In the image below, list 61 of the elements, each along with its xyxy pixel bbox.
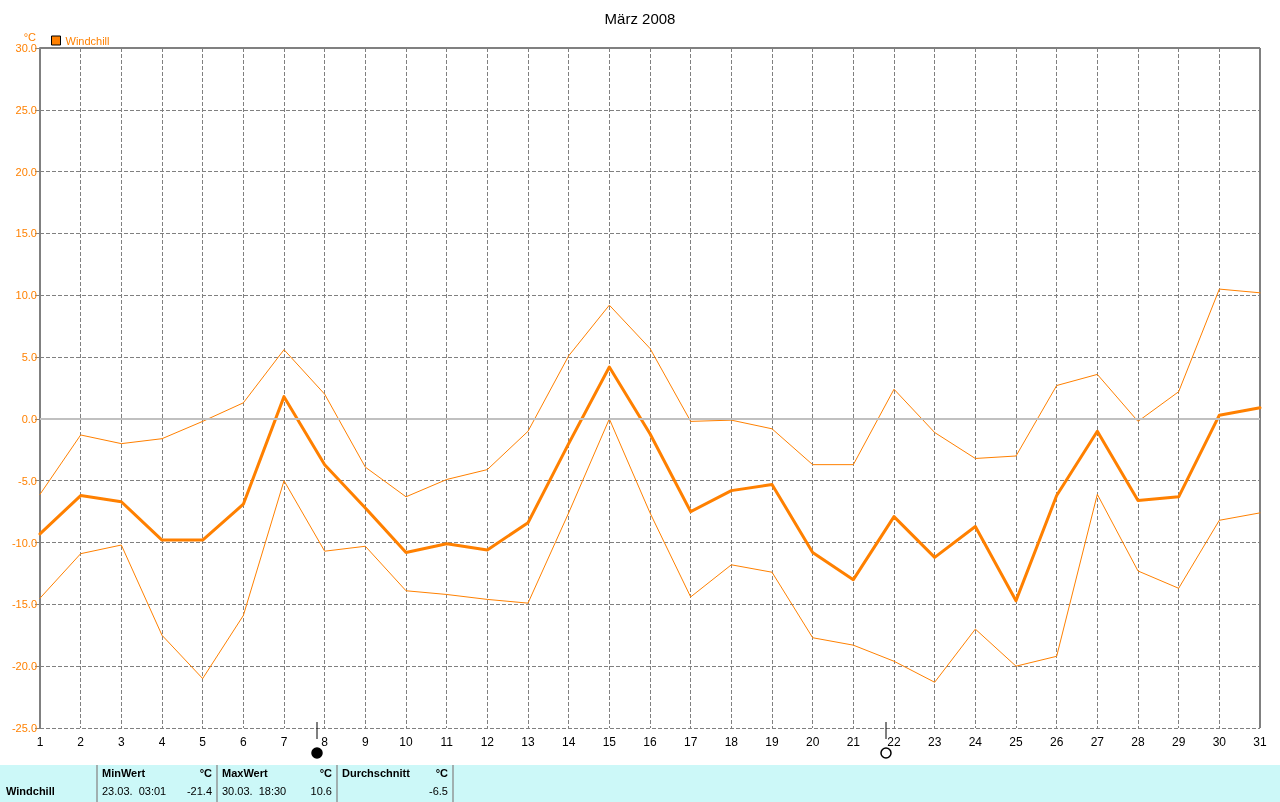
x-tick-label: 3	[117, 735, 125, 749]
y-tick-label: 10.0	[15, 289, 37, 302]
x-tick-label: 14	[561, 735, 576, 749]
x-tick-label: 1	[36, 735, 44, 749]
x-tick-label: 21	[846, 735, 861, 749]
text: 23.03. 03:01	[102, 784, 168, 799]
text: °C	[318, 767, 332, 781]
x-tick-label: 4	[158, 735, 166, 749]
x-tick-label: 23	[927, 735, 942, 749]
x-tick-label: 16	[643, 735, 657, 749]
y-tick-label: 30.0	[15, 42, 37, 54]
x-tick-label: 12	[480, 735, 495, 749]
x-tick-label: 5	[199, 735, 207, 749]
x-tick-label: 22	[887, 735, 901, 749]
chart-title: März 2008	[604, 10, 676, 27]
y-tick-label: 5.0	[21, 351, 37, 364]
x-tick-label: 15	[602, 735, 617, 749]
y-tick-label: 25.0	[15, 103, 37, 116]
x-tick-label: 29	[1171, 735, 1186, 749]
x-tick-label: 19	[765, 735, 779, 749]
x-tick-label: 31	[1253, 735, 1267, 749]
text: 30.03. 18:30	[222, 784, 288, 799]
x-tick-label: 7	[280, 735, 288, 749]
x-tick-label: 28	[1131, 735, 1145, 749]
x-tick-label: 20	[805, 735, 820, 749]
x-tick-label: 17	[683, 735, 698, 749]
x-tick-label: 25	[1009, 735, 1023, 749]
x-tick-label: 2	[77, 735, 85, 749]
y-tick-label: -25.0	[11, 722, 37, 734]
legend-label: Windchill	[65, 34, 110, 47]
y-tick-label: -5.0	[18, 474, 37, 487]
x-tick-label: 9	[361, 735, 369, 749]
x-tick-label: 10	[399, 735, 413, 749]
line-series	[39, 418, 1261, 683]
y-tick-label: -20.0	[11, 660, 37, 673]
y-tick-label: -10.0	[11, 536, 37, 549]
y-tick-label: 15.0	[15, 227, 37, 240]
line-series	[38, 365, 1262, 603]
x-tick-label: 8	[321, 735, 329, 749]
text: -21.4	[186, 784, 212, 799]
text: °C	[198, 767, 212, 781]
y-tick-label: 0.0	[21, 412, 37, 425]
y-tick-label: 20.0	[15, 165, 37, 178]
y-tick-label: -15.0	[11, 598, 37, 611]
x-tick-label: 6	[239, 735, 247, 749]
y-axis-title: °C	[23, 30, 37, 43]
text: 10.6	[310, 784, 332, 799]
x-tick-label: 24	[968, 735, 983, 749]
x-tick-label: 26	[1049, 735, 1064, 749]
line-series	[39, 288, 1261, 498]
text: MinWert	[102, 767, 147, 781]
x-tick-label: 13	[521, 735, 535, 749]
text: MaxWert	[222, 767, 269, 781]
x-tick-label: 11	[440, 735, 454, 749]
text: -6.5	[429, 784, 448, 799]
x-tick-label: 27	[1090, 735, 1105, 749]
x-tick-label: 30	[1212, 735, 1227, 749]
text: Windchill	[5, 784, 56, 799]
x-tick-label: 18	[724, 735, 739, 749]
text: °C	[434, 767, 448, 781]
text: Durchschnitt	[342, 767, 411, 781]
